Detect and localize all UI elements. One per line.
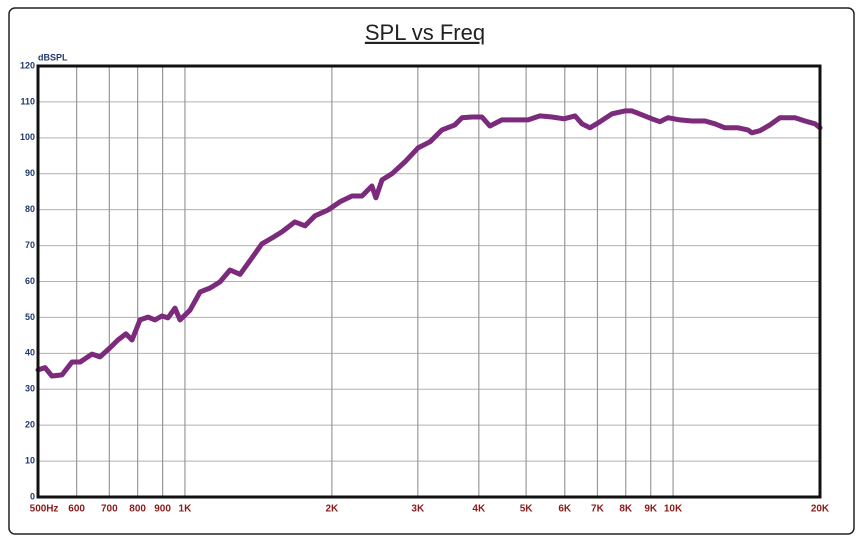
x-tick-label: 2K	[325, 504, 339, 515]
chart-title: SPL vs Freq	[365, 20, 485, 45]
y-tick-label: 30	[25, 384, 35, 394]
y-tick-label: 80	[25, 204, 35, 214]
y-tick-label: 100	[20, 132, 35, 142]
y-tick-label: 120	[20, 60, 35, 70]
x-tick-label: 4K	[472, 504, 486, 515]
x-tick-label: 7K	[591, 504, 605, 515]
y-tick-label: 50	[25, 312, 35, 322]
x-axis-label: Hz	[46, 504, 58, 515]
x-tick-label: 600	[68, 504, 85, 515]
y-tick-label: 20	[25, 420, 35, 430]
x-tick-label: 10K	[664, 504, 683, 515]
x-tick-label: 8K	[619, 504, 633, 515]
x-tick-label: 500	[30, 504, 47, 515]
y-tick-label: 90	[25, 168, 35, 178]
y-tick-label: 110	[20, 96, 35, 106]
x-tick-label: 6K	[558, 504, 572, 515]
x-tick-label: 5K	[520, 504, 534, 515]
y-axis-label: dBSPL	[38, 52, 68, 62]
y-tick-label: 40	[25, 348, 35, 358]
data-line	[35, 108, 823, 379]
frame	[8, 7, 855, 535]
y-tick-label: 70	[25, 240, 35, 250]
y-tick-label: 60	[25, 276, 35, 286]
x-tick-label: 20K	[811, 504, 830, 515]
plot-border	[36, 64, 822, 499]
x-tick-label: 800	[129, 504, 146, 515]
x-tick-label: 3K	[411, 504, 425, 515]
x-tick-label: 900	[154, 504, 171, 515]
x-tick-label: 9K	[644, 504, 658, 515]
x-tick-label: 1K	[179, 504, 193, 515]
x-tick-label: 700	[101, 504, 118, 515]
y-tick-label: 0	[30, 491, 35, 501]
y-tick-label: 10	[25, 455, 35, 465]
